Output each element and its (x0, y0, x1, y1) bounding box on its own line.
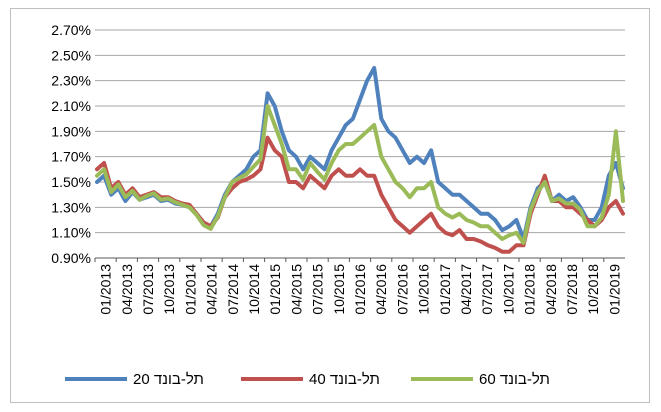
x-axis (94, 257, 625, 262)
x-tick-label: 10/2015 (331, 264, 347, 315)
x-tick-label: 10/2017 (500, 264, 516, 315)
x-axis-ticks: 01/2013 04/2013 07/2013 10/2013 01/2014 04/20… (98, 264, 623, 315)
y-tick-label: 2.30% (51, 73, 91, 89)
series-line (95, 135, 625, 254)
x-tick-label: 04/2014 (204, 264, 220, 315)
x-tick-label: 10/2018 (585, 264, 601, 315)
x-tick-label: 04/2013 (119, 264, 135, 315)
x-tick-label: 01/2016 (352, 264, 368, 315)
y-tick-label: 1.90% (51, 123, 91, 139)
legend-label: תל-בונד 60 (479, 371, 550, 388)
x-tick-label: 04/2016 (373, 264, 389, 315)
y-tick-label: 1.70% (51, 149, 91, 165)
x-tick-label: 01/2018 (522, 264, 538, 315)
legend-label: תל-בונד 20 (133, 371, 204, 388)
series-line (95, 104, 625, 245)
x-tick-label: 01/2013 (98, 264, 114, 315)
x-tick-label: 07/2017 (479, 264, 495, 315)
line-chart: 0.90% 1.10% 1.30% 1.50% 1.70% 1.90% 2.10% 2.30%… (51, 22, 625, 388)
y-tick-label: 1.10% (51, 225, 91, 241)
y-tick-label: 1.50% (51, 174, 91, 190)
x-tick-label: 10/2014 (246, 264, 262, 315)
x-tick-label: 04/2015 (288, 264, 304, 315)
y-tick-label: 2.50% (51, 47, 91, 63)
legend: תל-בונד 20 תל-בונד 40 תל-בונד 60 (65, 371, 550, 388)
x-tick-label: 01/2017 (437, 264, 453, 315)
x-tick-label: 01/2014 (182, 264, 198, 315)
x-tick-label: 07/2016 (394, 264, 410, 315)
x-tick-label: 01/2019 (606, 264, 622, 315)
y-tick-label: 2.70% (51, 22, 91, 38)
y-tick-label: 1.30% (51, 199, 91, 215)
legend-label: תל-בונד 40 (309, 371, 380, 388)
x-tick-label: 04/2018 (543, 264, 559, 315)
grid-lines (95, 29, 625, 259)
series-lines (95, 66, 625, 254)
x-tick-label: 07/2018 (564, 264, 580, 315)
y-tick-label: 2.10% (51, 98, 91, 114)
x-tick-label: 07/2013 (140, 264, 156, 315)
x-tick-label: 07/2015 (310, 264, 326, 315)
series-line (95, 66, 625, 241)
x-tick-label: 04/2017 (458, 264, 474, 315)
x-tick-label: 10/2016 (416, 264, 432, 315)
x-tick-label: 07/2014 (225, 264, 241, 315)
y-axis-ticks: 0.90% 1.10% 1.30% 1.50% 1.70% 1.90% 2.10% 2.30%… (51, 22, 91, 266)
y-tick-label: 0.90% (51, 250, 91, 266)
x-tick-label: 01/2015 (267, 264, 283, 315)
x-tick-label: 10/2013 (161, 264, 177, 315)
chart-frame: 0.90% 1.10% 1.30% 1.50% 1.70% 1.90% 2.10% 2.30%… (10, 8, 650, 403)
